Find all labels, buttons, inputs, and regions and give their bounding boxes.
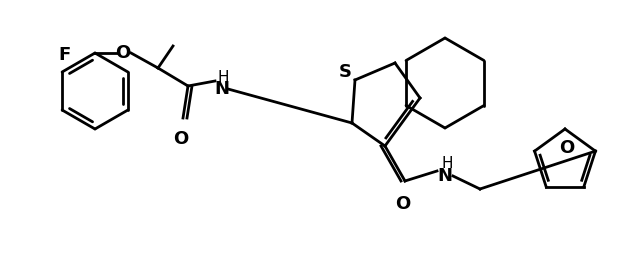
Text: S: S xyxy=(339,63,351,81)
Text: O: O xyxy=(115,44,131,62)
Text: F: F xyxy=(58,46,70,64)
Text: H: H xyxy=(441,155,452,170)
Text: O: O xyxy=(173,130,189,148)
Text: O: O xyxy=(559,139,575,157)
Text: H: H xyxy=(217,69,228,84)
Text: O: O xyxy=(396,195,411,213)
Text: N: N xyxy=(214,80,230,98)
Text: N: N xyxy=(438,167,452,185)
